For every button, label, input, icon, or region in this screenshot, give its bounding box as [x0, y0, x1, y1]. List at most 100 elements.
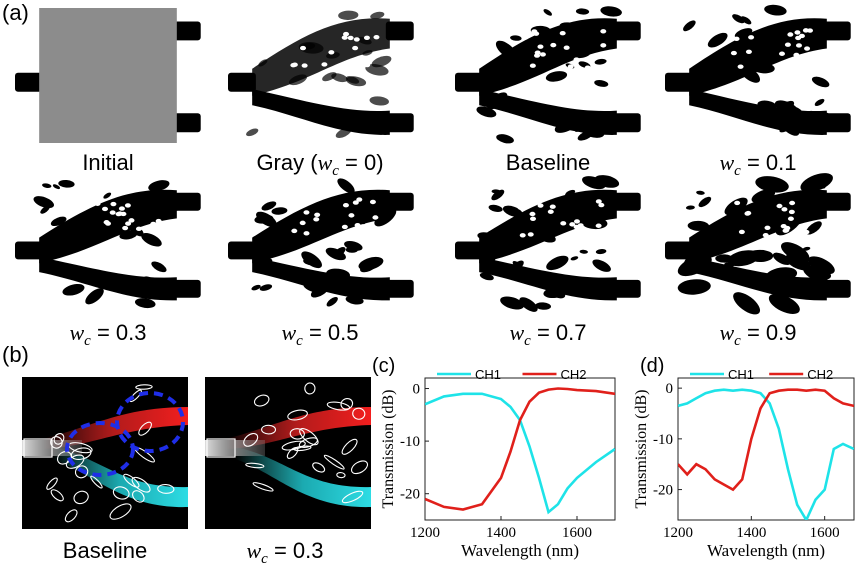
design-feature	[127, 222, 144, 237]
design-hole	[737, 64, 744, 69]
structure-outline	[289, 428, 305, 440]
design-feature	[500, 101, 514, 110]
design	[665, 173, 851, 315]
design-hole	[798, 33, 805, 39]
design	[228, 178, 414, 307]
design-feature	[496, 134, 514, 144]
design-hole	[341, 224, 348, 230]
structure-outline	[336, 472, 346, 479]
design-hole	[128, 218, 135, 223]
design-feature	[592, 259, 611, 272]
design-feature	[257, 257, 273, 265]
design-feature	[804, 19, 816, 29]
design-body	[252, 18, 390, 96]
structure-outline	[46, 477, 58, 490]
cyan-field	[52, 447, 188, 508]
design-feature	[134, 298, 156, 309]
input-waveguide	[665, 72, 693, 92]
design-feature	[93, 278, 115, 289]
design-hole	[109, 210, 116, 215]
design-hole	[118, 206, 125, 211]
design-hole	[122, 225, 129, 231]
structure-outline	[53, 433, 65, 445]
line-chart: 1200 1400 1600 -20 -10 0 Wavelength (nm) Transm…	[633, 355, 855, 560]
design-hole	[559, 30, 566, 36]
design-hole	[778, 51, 785, 56]
design-hole	[313, 217, 320, 222]
design-feature	[348, 124, 357, 129]
design-hole	[150, 221, 157, 227]
design-body	[252, 189, 390, 264]
design-feature	[814, 98, 825, 107]
design-feature	[331, 73, 348, 83]
red-field	[225, 407, 371, 449]
design-feature	[799, 39, 820, 50]
input-waveguide	[15, 72, 43, 92]
structure-outline	[129, 389, 142, 403]
field-panel	[205, 377, 371, 529]
design-hole	[524, 201, 531, 206]
structure-outline	[286, 446, 299, 459]
x-tick-label: 1600	[810, 525, 840, 541]
design-hole	[299, 220, 306, 226]
design-feature	[151, 261, 167, 273]
design-feature	[535, 302, 552, 310]
design-feature	[755, 176, 789, 193]
design-hole	[598, 202, 605, 208]
design-hole	[784, 42, 791, 47]
structure-outline	[341, 438, 358, 455]
design	[15, 8, 201, 143]
legend-label: CH2	[807, 367, 833, 382]
design-hole	[734, 200, 741, 206]
design-hole	[595, 199, 602, 204]
structure-outline	[112, 486, 130, 500]
design-feature	[545, 71, 568, 82]
caption-text: Initial	[82, 150, 133, 175]
design-feature	[374, 114, 385, 120]
design-feature	[50, 216, 67, 227]
design-hole	[807, 28, 814, 33]
design-feature	[288, 74, 307, 86]
design-feature	[346, 76, 367, 87]
design-hole	[745, 49, 752, 54]
series-line	[425, 387, 615, 511]
series-line	[425, 392, 615, 515]
design-hole	[547, 209, 554, 214]
design-hole	[303, 210, 310, 215]
design-hole	[787, 216, 794, 221]
design-feature	[358, 256, 384, 271]
design-body	[39, 256, 177, 301]
structure-outline	[90, 475, 103, 489]
design-hole	[793, 52, 800, 58]
design-feature	[326, 296, 338, 307]
x-tick-label: 1600	[562, 525, 592, 541]
design-feature	[589, 115, 612, 134]
design-hole	[569, 222, 576, 227]
design-hole	[519, 233, 526, 238]
design-feature	[569, 48, 591, 59]
design-hole	[549, 204, 556, 209]
output-waveguide	[612, 279, 641, 298]
design-hole	[155, 218, 162, 224]
design-feature	[814, 181, 826, 189]
structure-outline	[243, 432, 259, 447]
structure-outline	[341, 490, 364, 504]
design-feature	[811, 76, 830, 88]
design-feature	[768, 293, 800, 314]
design-hole	[531, 29, 538, 34]
caption-text: Baseline	[63, 538, 147, 563]
design-hole	[356, 197, 363, 202]
plot-area	[424, 377, 616, 521]
design-hole	[529, 211, 536, 217]
design-hole	[352, 200, 359, 205]
design-feature	[543, 9, 553, 16]
caption-variable: w	[719, 150, 734, 175]
panel-label: (a)	[2, 0, 29, 25]
design-feature	[595, 249, 607, 255]
design-feature	[246, 128, 259, 137]
design-hole	[517, 205, 524, 210]
design-hole	[341, 35, 348, 40]
design-feature	[559, 22, 577, 31]
design-feature	[685, 205, 695, 210]
